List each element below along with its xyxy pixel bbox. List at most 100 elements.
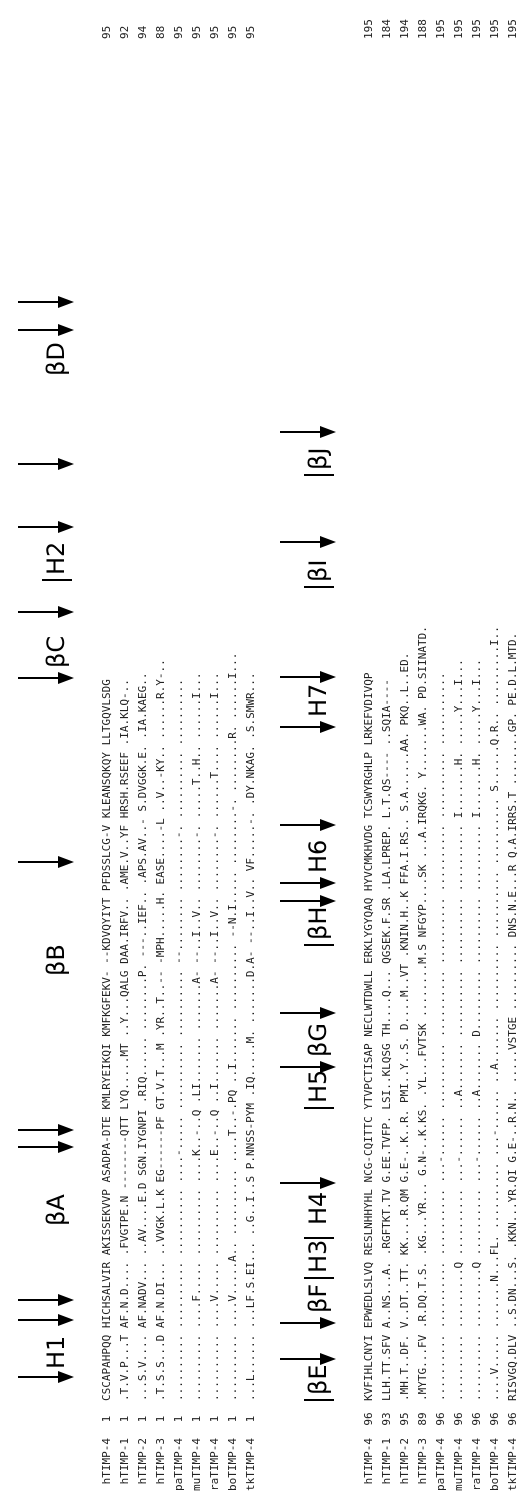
start-position: 95 xyxy=(398,1412,411,1426)
end-position: 188 xyxy=(416,19,429,39)
start-position: 1 xyxy=(244,1415,257,1423)
down-arrow-icon xyxy=(280,536,336,548)
sequence-row: hTIMP-3 1 .T.S.S...D AF.N.DI... ..VVGK.L.K… xyxy=(152,0,170,1501)
sequence-row: tkTIMP-4 1 ...L...... ...LF.S.EI... ..G..I… xyxy=(242,0,260,1501)
species-name: raTIMP-4 xyxy=(470,1438,483,1491)
species-name: hTIMP-2 xyxy=(136,1438,149,1485)
sequence-row: muTIMP-4 1 .......... ....F..... .........… xyxy=(188,0,206,1501)
down-arrow-icon xyxy=(280,426,336,438)
sequence: .......... ....V.....A.. .......... ....… xyxy=(226,652,239,1401)
label-betaB: βB xyxy=(42,944,70,976)
sequence-row: muTIMP-4 96 .......... .........Q ........… xyxy=(450,0,468,1501)
species-name: hTIMP-3 xyxy=(154,1438,167,1485)
species-name: muTIMP-4 xyxy=(452,1438,465,1491)
sequence-row: hTIMP-4 96 KVFIHLCNYI EPWEDLSLVQ RESLNHHYH… xyxy=(360,0,378,1501)
species-name: paTIMP-4 xyxy=(434,1438,447,1491)
label-betaI: βI xyxy=(304,559,332,582)
down-arrow-icon xyxy=(18,521,74,533)
strand-marker xyxy=(304,944,334,946)
end-position: 92 xyxy=(118,25,131,39)
species-name: paTIMP-4 xyxy=(172,1438,185,1491)
label-betaA: βA xyxy=(42,1194,70,1226)
sequence-row: boTIMP-4 1 .......... ....V.....A.. ......… xyxy=(224,0,242,1501)
start-position: 1 xyxy=(100,1415,113,1423)
helix-marker xyxy=(304,1277,334,1279)
helix-marker xyxy=(304,1107,334,1109)
start-position: 93 xyxy=(380,1412,393,1426)
label-H1: H1 xyxy=(42,1335,70,1369)
down-arrow-icon xyxy=(18,458,74,470)
sequence-row: tkTIMP-4 96 RISVGQ.DLV ..S.DN...S. .KKN...… xyxy=(504,0,522,1501)
sequence: LLH.TT.SFV A..NS...A. .RGFTKT.TV G.EE.TV… xyxy=(380,679,393,1401)
sequence-row: hTIMP-1 93 LLH.TT.SFV A..NS...A. .RGFTKT.T… xyxy=(378,0,396,1501)
helix-marker xyxy=(42,579,72,581)
species-name: boTIMP-4 xyxy=(226,1438,239,1491)
sequence: .......... .......... .......... ...-...… xyxy=(434,672,447,1401)
down-arrow-icon xyxy=(18,1371,74,1383)
strand-marker xyxy=(304,1399,334,1401)
down-arrow-icon xyxy=(18,1314,74,1326)
down-arrow-icon xyxy=(18,672,74,684)
label-H2: H2 xyxy=(42,541,70,575)
end-position: 95 xyxy=(172,25,185,39)
end-position: 195 xyxy=(488,19,501,39)
species-name: hTIMP-1 xyxy=(118,1438,131,1485)
sequence-row: boTIMP-4 96 ....V..... .......N...FL. ....… xyxy=(486,0,504,1501)
end-position: 195 xyxy=(452,19,465,39)
end-position: 95 xyxy=(100,25,113,39)
start-position: 1 xyxy=(190,1415,203,1423)
sequence: ....V..... .......N...FL. .......... ...… xyxy=(488,626,501,1401)
down-arrow-icon xyxy=(280,819,336,831)
sequence: KVFIHLCNYI EPWEDLSLVQ RESLNHHYHL NCG-CQI… xyxy=(362,672,375,1401)
down-arrow-icon xyxy=(18,296,74,308)
sequence: .......... .........Q .......... ...-...… xyxy=(452,659,465,1401)
start-position: 96 xyxy=(362,1412,375,1426)
label-betaE: βE xyxy=(304,1364,332,1395)
down-arrow-icon xyxy=(280,1353,336,1365)
start-position: 96 xyxy=(452,1412,465,1426)
species-name: hTIMP-4 xyxy=(362,1438,375,1485)
label-H5: H5 xyxy=(304,1069,332,1103)
end-position: 194 xyxy=(398,19,411,39)
species-name: boTIMP-4 xyxy=(488,1438,501,1491)
sequence: .......... ....F..... .......... ....K..… xyxy=(190,672,203,1401)
label-H3: H3 xyxy=(304,1239,332,1273)
start-position: 1 xyxy=(226,1415,239,1423)
start-position: 1 xyxy=(208,1415,221,1423)
start-position: 96 xyxy=(470,1412,483,1426)
label-betaH: βH xyxy=(304,906,332,940)
helix-marker xyxy=(304,1237,334,1239)
species-name: tkTIMP-4 xyxy=(244,1438,257,1491)
sequence: .......... .........Q .......... ...-...… xyxy=(470,659,483,1401)
start-position: 96 xyxy=(488,1412,501,1426)
down-arrow-icon xyxy=(18,324,74,336)
alignment-block-2: βE βF H3 H4 H5 βG βH H6 H7 βI xyxy=(262,0,522,1501)
sequence: .T.V.P...T AF.N.D.... .FVGTPE.N --------… xyxy=(118,679,131,1401)
start-position: 89 xyxy=(416,1412,429,1426)
alignment-block-1: H1 βA βB βC H2 βD hTIMP-4 1 CSCAPAHPQQ HIC… xyxy=(0,0,257,1501)
end-position: 195 xyxy=(434,19,447,39)
sequence: .......... .......... .......... ....-..… xyxy=(172,679,185,1401)
end-position: 95 xyxy=(244,25,257,39)
down-arrow-icon xyxy=(280,1177,336,1189)
down-arrow-icon xyxy=(18,1141,74,1153)
sequence-row: hTIMP-1 1 .T.V.P...T AF.N.D.... .FVGTPE.N … xyxy=(116,0,134,1501)
end-position: 88 xyxy=(154,25,167,39)
secondary-structure-annotations-1: H1 βA βB βC H2 βD xyxy=(0,0,100,1501)
end-position: 184 xyxy=(380,19,393,39)
sequence-row: hTIMP-2 95 .MH.T..DF. V..DT..TT. KK....R.Q… xyxy=(396,0,414,1501)
sequence-row: hTIMP-4 1 CSCAPAHPQQ HICHSALVIR AKISSEKVVP… xyxy=(98,0,116,1501)
end-position: 195 xyxy=(506,19,519,39)
down-arrow-icon xyxy=(280,877,336,889)
species-name: muTIMP-4 xyxy=(190,1438,203,1491)
down-arrow-icon xyxy=(280,1007,336,1019)
species-name: tkTIMP-4 xyxy=(506,1438,519,1491)
end-position: 95 xyxy=(190,25,203,39)
label-H4: H4 xyxy=(304,1191,332,1225)
sequence-row: raTIMP-4 1 .......... ....V..... .........… xyxy=(206,0,224,1501)
down-arrow-icon xyxy=(280,1317,336,1329)
down-arrow-icon xyxy=(18,856,74,868)
label-betaC: βC xyxy=(42,635,70,668)
sequence: .MYTG...FV .R.DQ.T.S. .KG...YR... G.N-..… xyxy=(416,626,429,1401)
down-arrow-icon xyxy=(280,1061,336,1073)
